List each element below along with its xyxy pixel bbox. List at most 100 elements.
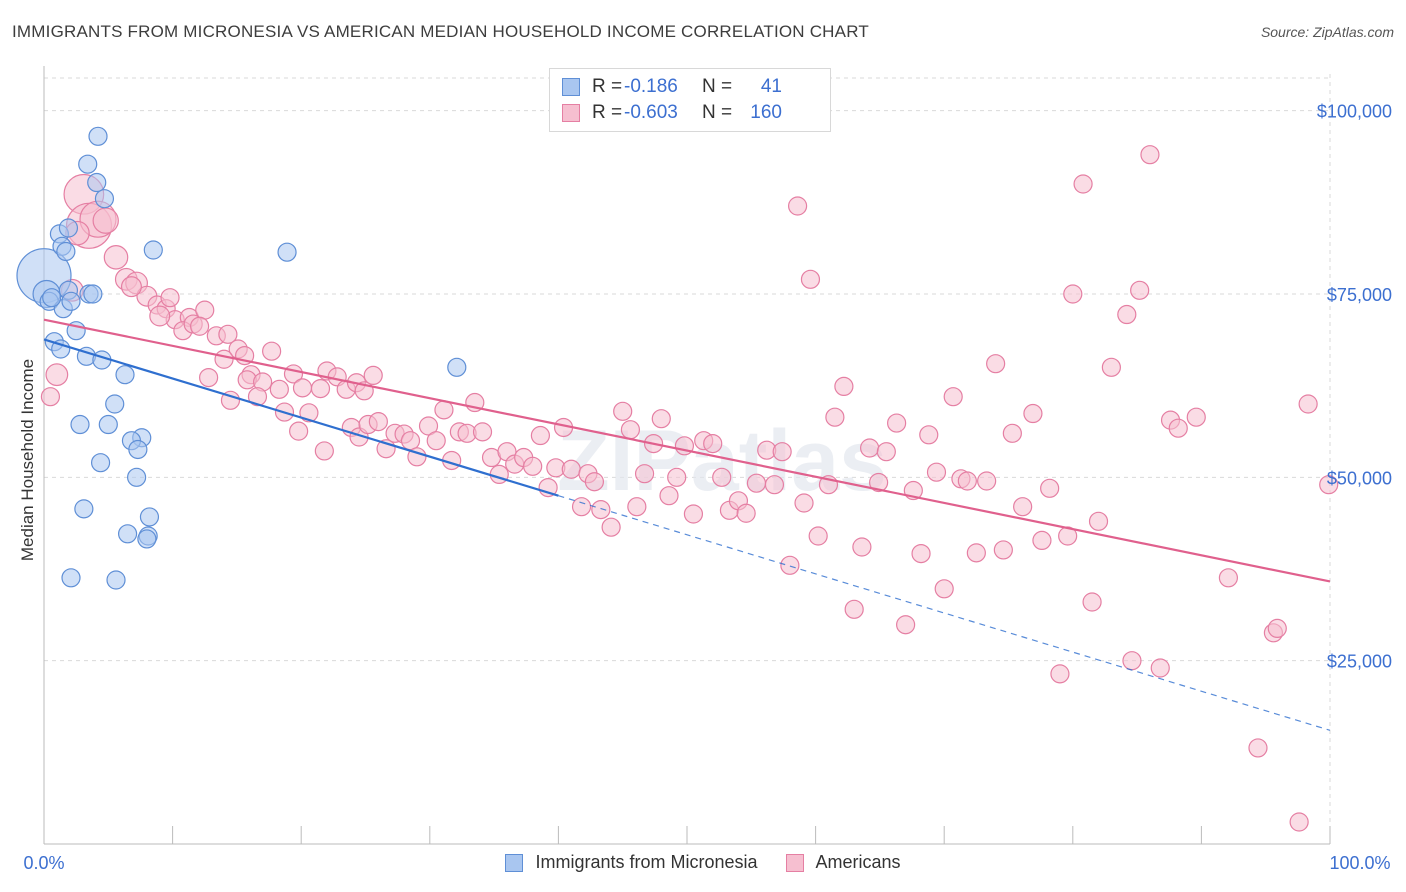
data-point — [591, 500, 611, 520]
data-point — [561, 459, 581, 479]
data-point — [106, 570, 126, 590]
data-point — [794, 493, 814, 513]
data-point — [214, 349, 234, 369]
data-point — [1032, 530, 1052, 551]
data-point — [634, 464, 655, 484]
n-value: 160 — [750, 102, 782, 123]
data-point — [83, 284, 103, 304]
data-point — [787, 196, 808, 216]
data-point — [117, 524, 138, 544]
legend-item-micronesia[interactable]: Immigrants from Micronesia — [505, 852, 758, 873]
r-value: -0.603 — [624, 102, 678, 123]
data-point — [218, 324, 238, 344]
data-point — [447, 357, 467, 377]
data-point — [736, 503, 756, 523]
data-point — [1267, 618, 1287, 639]
data-point — [40, 387, 61, 407]
y-tick-label: $50,000 — [1327, 468, 1392, 488]
data-point — [530, 425, 550, 446]
data-point — [292, 378, 313, 398]
x-tick-label: 0.0% — [23, 853, 64, 873]
data-point — [434, 400, 454, 420]
legend-item-americans[interactable]: Americans — [785, 852, 901, 873]
data-point — [472, 422, 493, 442]
data-point — [712, 467, 732, 487]
data-point — [199, 368, 219, 388]
axes — [43, 66, 1331, 845]
series-americans — [40, 145, 1339, 832]
data-point — [61, 291, 81, 311]
data-point — [1130, 280, 1150, 300]
n-label: N = — [702, 76, 733, 97]
data-point — [834, 376, 854, 396]
data-point — [844, 599, 864, 619]
data-point — [56, 241, 76, 262]
data-point — [683, 504, 704, 524]
data-point — [143, 240, 163, 260]
data-point — [190, 316, 210, 336]
data-point — [887, 413, 907, 433]
data-point — [70, 414, 90, 435]
data-point — [911, 543, 931, 564]
data-point — [1002, 423, 1022, 443]
data-point — [584, 472, 605, 492]
data-point — [800, 269, 821, 289]
legend-swatch-micronesia — [562, 78, 580, 96]
data-point — [1319, 475, 1339, 495]
data-point — [88, 126, 108, 146]
chart-title: IMMIGRANTS FROM MICRONESIA VS AMERICAN M… — [12, 22, 869, 41]
data-point — [115, 365, 135, 385]
data-point — [42, 288, 62, 308]
y-tick-label: $75,000 — [1327, 285, 1392, 305]
data-point — [825, 407, 845, 427]
r-label: R = — [592, 102, 623, 123]
data-point — [764, 475, 785, 495]
data-point — [269, 379, 289, 399]
data-point — [926, 462, 947, 482]
data-point — [993, 540, 1013, 560]
data-point — [92, 207, 119, 234]
data-point — [986, 354, 1006, 374]
n-value: 41 — [760, 76, 782, 97]
data-point — [1073, 174, 1093, 194]
data-point — [1150, 658, 1170, 678]
data-point — [314, 441, 334, 461]
x-tick-label: 100.0% — [1329, 853, 1390, 873]
data-point — [426, 431, 446, 451]
data-point — [1088, 511, 1109, 531]
data-point — [289, 421, 309, 441]
tick-labels: $25,000 $50,000 $75,000 $100,000 0.0% 100.0% — [23, 102, 1392, 873]
data-point — [896, 615, 916, 635]
y-tick-label: $100,000 — [1317, 102, 1392, 122]
data-point — [137, 529, 157, 549]
series-legend: Immigrants from Micronesia Americans — [0, 852, 1406, 873]
data-point — [45, 363, 69, 387]
data-point — [523, 456, 543, 476]
legend-swatch-micronesia — [505, 853, 524, 872]
data-point — [98, 414, 118, 435]
data-point — [262, 341, 282, 361]
data-point — [620, 420, 641, 440]
data-point — [149, 305, 171, 327]
data-point — [860, 438, 880, 458]
data-point — [613, 401, 633, 421]
data-point — [90, 453, 111, 473]
r-label: R = — [592, 76, 623, 97]
data-point — [277, 242, 297, 262]
correlation-legend: R = -0.186 N = 41 R = -0.603 N = 160 — [549, 68, 831, 132]
data-point — [1122, 651, 1142, 671]
data-point — [571, 497, 592, 517]
data-point — [1063, 284, 1083, 304]
data-point — [51, 339, 71, 359]
data-point — [667, 467, 687, 487]
y-tick-label: $25,000 — [1327, 652, 1392, 672]
data-point — [1248, 738, 1268, 758]
data-point — [780, 555, 800, 575]
data-point — [94, 189, 115, 209]
trend-line-americans — [43, 318, 1331, 583]
data-point — [1023, 403, 1043, 424]
legend-row-micronesia: R = -0.186 N = 41 — [562, 74, 782, 100]
data-point — [78, 154, 98, 174]
data-point — [58, 218, 79, 238]
